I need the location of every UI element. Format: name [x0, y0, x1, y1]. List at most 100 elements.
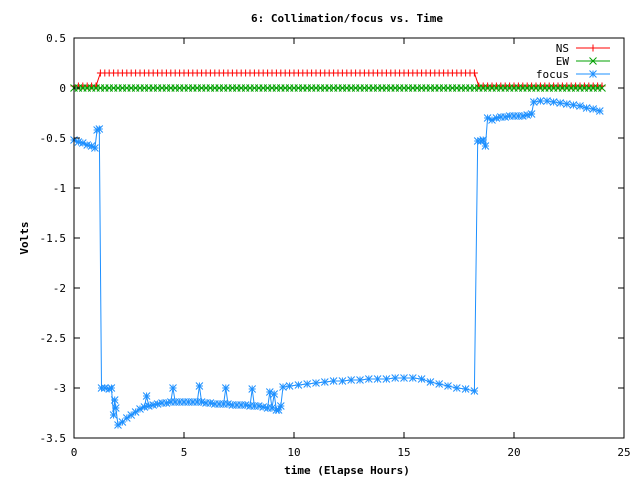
y-tick-label: -2: [53, 282, 66, 295]
point-focus: [224, 400, 232, 408]
x-tick-label: 20: [507, 446, 520, 459]
point-focus: [364, 375, 373, 383]
point-focus: [285, 382, 294, 390]
point-focus: [523, 111, 532, 119]
legend-label-focus: focus: [536, 68, 569, 81]
point-focus: [529, 98, 538, 106]
point-focus: [122, 414, 131, 422]
point-focus: [452, 384, 461, 392]
series-line-focus: [73, 100, 600, 426]
point-focus: [83, 141, 92, 149]
point-focus: [595, 107, 604, 115]
x-tick-label: 5: [181, 446, 188, 459]
point-focus: [382, 375, 391, 383]
y-tick-label: -2.5: [40, 332, 67, 345]
point-focus: [144, 402, 153, 410]
plot-area: [70, 69, 606, 429]
point-focus: [131, 408, 140, 416]
point-focus: [248, 385, 257, 393]
point-focus: [556, 99, 565, 107]
point-focus: [91, 144, 99, 152]
y-tick-label: -3.5: [40, 432, 67, 445]
y-tick-label: 0: [59, 82, 66, 95]
point-focus: [582, 104, 591, 112]
point-focus: [501, 113, 510, 121]
point-focus: [303, 380, 312, 388]
point-focus: [391, 374, 400, 382]
point-focus: [589, 105, 598, 113]
point-ns: [470, 69, 478, 77]
y-tick-label: 0.5: [46, 32, 66, 45]
y-tick-label: -1: [53, 182, 66, 195]
point-focus: [169, 384, 177, 392]
point-focus: [435, 380, 444, 388]
point-focus: [481, 142, 490, 150]
legend-label-ns: NS: [556, 42, 569, 55]
y-tick-label: -1.5: [40, 232, 67, 245]
point-focus: [479, 136, 488, 144]
point-focus: [373, 375, 382, 383]
point-focus: [338, 377, 347, 385]
point-focus: [276, 402, 285, 410]
point-focus: [109, 411, 118, 419]
point-focus: [492, 114, 501, 122]
point-focus: [153, 400, 162, 408]
point-focus: [111, 404, 120, 412]
point-focus: [95, 125, 104, 133]
point-focus: [417, 375, 426, 383]
point-focus: [140, 403, 149, 411]
point-focus: [254, 402, 263, 410]
point-focus: [294, 381, 303, 389]
legend-marker-ns: [589, 44, 597, 52]
point-ew: [598, 84, 606, 92]
point-focus: [110, 396, 119, 404]
x-tick-label: 15: [397, 446, 410, 459]
axes: 0 5 10 15 20 25 0.5 0 -0.5 -1 -1.5 -2 -2.5 -3 -3.5: [40, 32, 631, 459]
point-focus: [400, 374, 408, 382]
point-focus: [461, 385, 470, 393]
point-focus: [549, 98, 558, 106]
point-focus: [426, 378, 435, 386]
point-focus: [320, 378, 329, 386]
point-focus: [543, 97, 551, 105]
point-focus: [518, 112, 527, 120]
point-focus: [100, 384, 109, 392]
x-tick-label: 10: [287, 446, 300, 459]
point-focus: [329, 377, 338, 385]
point-focus: [356, 376, 364, 384]
point-focus: [259, 403, 268, 411]
point-focus: [562, 100, 571, 108]
point-focus: [279, 383, 287, 391]
point-focus: [74, 138, 83, 146]
point-focus: [206, 399, 215, 407]
legend-marker-ew: [589, 57, 597, 65]
point-focus: [127, 411, 136, 419]
point-focus: [408, 374, 417, 382]
point-focus: [536, 97, 545, 105]
chart-title: 6: Collimation/focus vs. Time: [251, 12, 443, 25]
point-focus: [312, 379, 320, 387]
point-focus: [444, 382, 452, 390]
point-focus: [197, 398, 206, 406]
point-focus: [241, 401, 250, 409]
point-focus: [569, 101, 578, 109]
y-axis-label: Volts: [18, 221, 31, 254]
point-focus: [347, 376, 356, 384]
legend-marker-focus: [589, 70, 597, 78]
point-focus: [195, 382, 204, 390]
legend-label-ew: EW: [556, 55, 570, 68]
point-focus: [149, 401, 158, 409]
y-tick-label: -0.5: [40, 132, 67, 145]
x-tick-label: 25: [617, 446, 630, 459]
y-tick-label: -3: [53, 382, 66, 395]
point-focus: [107, 384, 116, 392]
point-focus: [527, 110, 536, 118]
point-focus: [142, 392, 151, 400]
x-tick-label: 0: [71, 446, 78, 459]
point-focus: [162, 399, 171, 407]
x-axis-label: time (Elapse Hours): [284, 464, 410, 477]
point-focus: [221, 384, 230, 392]
point-focus: [114, 421, 122, 429]
